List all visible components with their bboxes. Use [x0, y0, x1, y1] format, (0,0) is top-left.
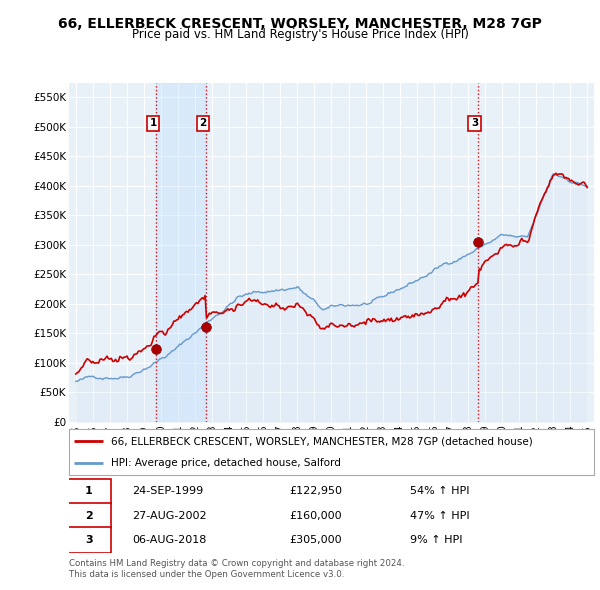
Text: £122,950: £122,950	[290, 487, 343, 497]
Text: 1: 1	[85, 487, 93, 497]
Text: 66, ELLERBECK CRESCENT, WORSLEY, MANCHESTER, M28 7GP (detached house): 66, ELLERBECK CRESCENT, WORSLEY, MANCHES…	[111, 437, 533, 447]
FancyBboxPatch shape	[67, 527, 111, 553]
FancyBboxPatch shape	[67, 478, 111, 504]
FancyBboxPatch shape	[67, 503, 111, 529]
Bar	[157, 83, 206, 422]
Text: 24-SEP-1999: 24-SEP-1999	[132, 487, 203, 497]
Text: Contains HM Land Registry data © Crown copyright and database right 2024.: Contains HM Land Registry data © Crown c…	[69, 559, 404, 568]
Text: £160,000: £160,000	[290, 511, 342, 520]
Text: £305,000: £305,000	[290, 535, 342, 545]
Text: This data is licensed under the Open Government Licence v3.0.: This data is licensed under the Open Gov…	[69, 570, 344, 579]
Text: 06-AUG-2018: 06-AUG-2018	[132, 535, 206, 545]
Text: HPI: Average price, detached house, Salford: HPI: Average price, detached house, Salf…	[111, 457, 341, 467]
Text: 47% ↑ HPI: 47% ↑ HPI	[410, 511, 470, 520]
Text: 1: 1	[149, 119, 157, 128]
Text: 2: 2	[199, 119, 206, 128]
Text: 3: 3	[85, 535, 93, 545]
Text: 27-AUG-2002: 27-AUG-2002	[132, 511, 206, 520]
Text: 3: 3	[471, 119, 478, 128]
Text: 2: 2	[85, 511, 93, 520]
Text: 54% ↑ HPI: 54% ↑ HPI	[410, 487, 470, 497]
Text: 9% ↑ HPI: 9% ↑ HPI	[410, 535, 463, 545]
Text: 66, ELLERBECK CRESCENT, WORSLEY, MANCHESTER, M28 7GP: 66, ELLERBECK CRESCENT, WORSLEY, MANCHES…	[58, 17, 542, 31]
Text: Price paid vs. HM Land Registry's House Price Index (HPI): Price paid vs. HM Land Registry's House …	[131, 28, 469, 41]
